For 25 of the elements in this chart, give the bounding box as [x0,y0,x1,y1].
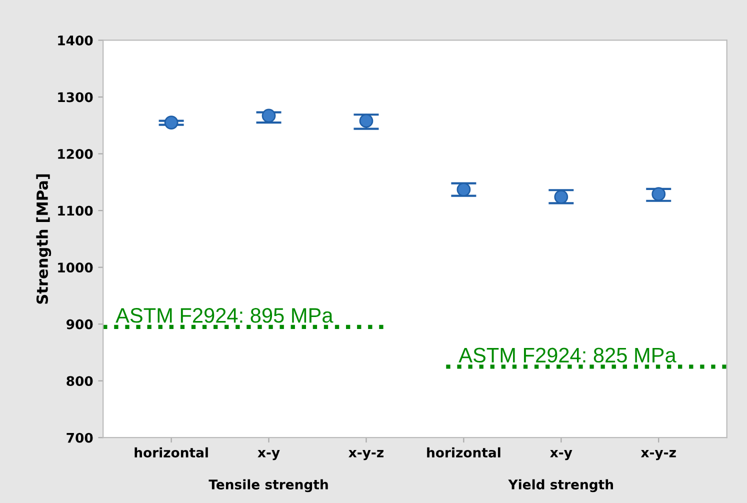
x-tick-label: x-y-z [640,450,676,460]
y-axis-title: Strength [MPa] [36,174,52,304]
x-tick-label: horizontal [427,447,500,458]
point [164,116,178,130]
ref-line-label: ASTM F2924: 825 MPa [458,348,676,363]
ref-line-label: ASTM F2924: 895 MPa [116,308,334,323]
x-tick-label: x-y [550,450,572,460]
y-tick-label: 1200 [58,148,93,159]
x-tick-label: x-y [258,450,280,460]
y-tick-label: 1000 [58,262,93,273]
y-tick-label: 1300 [58,92,93,102]
y-tick-label: 900 [66,319,93,330]
point [554,190,568,204]
y-tick-label: 1400 [58,35,93,46]
y-tick-label: 800 [66,376,93,386]
point [359,114,374,128]
x-tick-label: horizontal [134,447,208,458]
x-tick-label: x-y-z [348,450,384,460]
text: Yield strength [508,479,613,492]
y-tick-label: 700 [66,432,93,443]
point [652,187,666,202]
point [262,108,276,123]
y-tick-label: 1100 [58,206,93,216]
point [456,182,471,196]
text: Tensile strength [208,479,328,492]
